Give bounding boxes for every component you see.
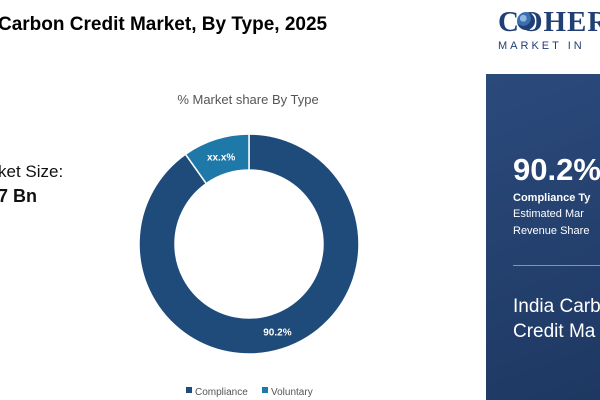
highlight-value: 90.2% [513,152,600,187]
chart-legend: Compliance Voluntary [186,387,313,398]
market-size-value: 7 Bn [0,186,38,206]
highlight-caption-1: Estimated Mar [513,208,584,220]
donut-chart: % Market share By Type 90.2% xx.x% Compl… [138,92,360,398]
report-title-line-1: India Carb [513,296,600,317]
logo-wordmark: COHER [498,6,600,38]
donut-slice-compliance [138,133,360,355]
market-size-label: ket Size: [0,162,64,181]
legend-label-voluntary: Voluntary [271,387,313,398]
highlight-segment: Compliance Ty [513,192,591,204]
report-title-line-2: Credit Ma [513,321,596,342]
legend-swatch-compliance [186,387,192,393]
donut-slice-voluntary [184,133,250,185]
slice-labels: 90.2% xx.x% [207,152,292,338]
legend-label-compliance: Compliance [195,387,248,398]
data-label-voluntary: xx.x% [207,152,235,163]
page-title: Carbon Credit Market, By Type, 2025 [0,14,328,35]
globe-logo-icon [517,12,535,30]
data-label-compliance: 90.2% [263,327,291,338]
chart-title: % Market share By Type [177,92,318,107]
logo-tagline: MARKET IN [498,40,585,52]
brand-panel: COHER MARKET IN 90.2% Compliance Ty Esti… [486,0,600,400]
highlight-caption-2: Revenue Share [513,225,590,237]
highlight-divider [513,265,600,266]
highlight-box: 90.2% Compliance Ty Estimated Mar Revenu… [486,74,600,400]
donut-slices [138,133,360,355]
legend-swatch-voluntary [262,387,268,393]
